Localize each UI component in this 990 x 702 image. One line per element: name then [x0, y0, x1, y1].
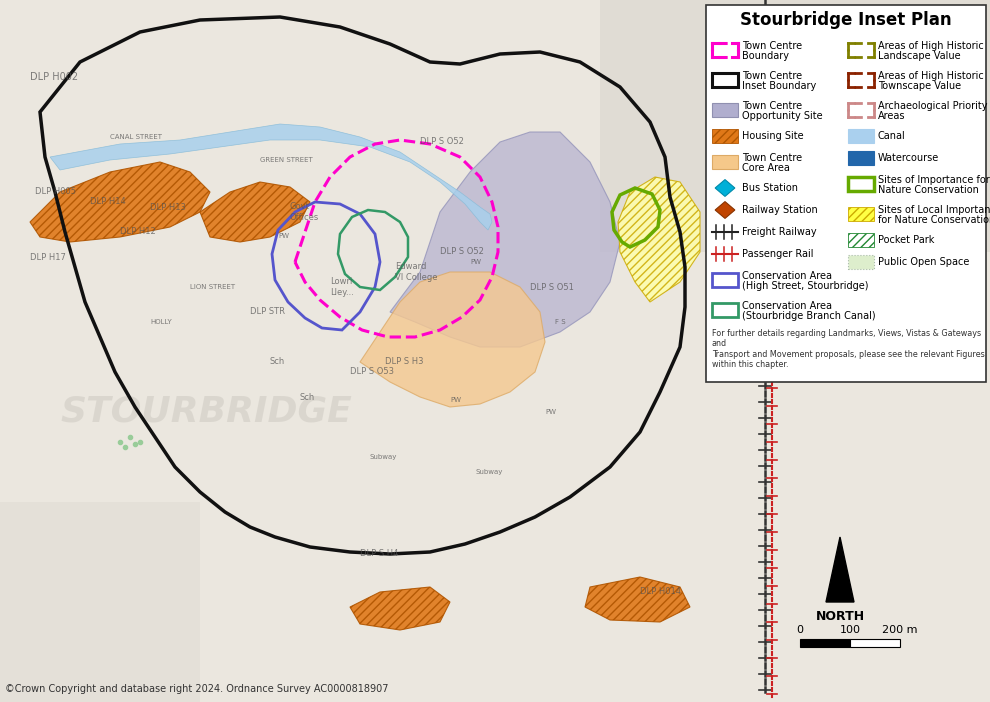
Text: CANAL STREET: CANAL STREET	[110, 134, 162, 140]
Text: 0: 0	[797, 625, 804, 635]
Text: Housing Site: Housing Site	[742, 131, 804, 141]
Text: Sch: Sch	[300, 392, 315, 402]
Text: DLP H002: DLP H002	[30, 72, 78, 82]
Text: Townscape Value: Townscape Value	[878, 81, 961, 91]
Polygon shape	[715, 180, 735, 197]
Text: Inset Boundary: Inset Boundary	[742, 81, 816, 91]
Text: Passenger Rail: Passenger Rail	[742, 249, 814, 259]
Text: DLP STR: DLP STR	[250, 307, 285, 317]
Text: Edward
VI College: Edward VI College	[395, 263, 438, 282]
Text: 100: 100	[840, 625, 860, 635]
Bar	[848, 151, 874, 165]
Bar	[712, 303, 738, 317]
Text: Subway: Subway	[475, 469, 502, 475]
Text: Canal: Canal	[878, 131, 906, 141]
Text: PW: PW	[470, 259, 481, 265]
Text: Pocket Park: Pocket Park	[878, 235, 935, 245]
Text: DLP S O51: DLP S O51	[530, 282, 574, 291]
Bar	[848, 177, 874, 191]
Text: GREEN STREET: GREEN STREET	[260, 157, 313, 163]
Text: PW: PW	[278, 233, 289, 239]
Polygon shape	[200, 182, 310, 242]
Bar	[712, 129, 738, 143]
Bar	[850, 639, 900, 647]
Text: DLP H13: DLP H13	[150, 202, 186, 211]
Bar	[706, 5, 986, 382]
Bar	[0, 502, 200, 702]
Text: Bus Station: Bus Station	[742, 183, 798, 193]
Text: Areas of High Historic: Areas of High Historic	[878, 41, 984, 51]
Bar	[712, 73, 738, 87]
Text: DLP S O53: DLP S O53	[350, 368, 394, 376]
Text: DLP H12: DLP H12	[120, 227, 155, 237]
Text: Core Area: Core Area	[742, 163, 790, 173]
Bar	[800, 639, 850, 647]
Text: Subway: Subway	[370, 454, 397, 460]
Bar	[848, 207, 874, 221]
Text: DLP S O52: DLP S O52	[440, 248, 484, 256]
Text: Public Open Space: Public Open Space	[878, 257, 969, 267]
Text: Sites of Local Importance: Sites of Local Importance	[878, 205, 990, 215]
Polygon shape	[30, 162, 210, 242]
Text: DLP H014: DLP H014	[640, 588, 681, 597]
Polygon shape	[360, 272, 545, 407]
Text: DLP H14: DLP H14	[90, 197, 126, 206]
Text: STOURBRIDGE: STOURBRIDGE	[60, 395, 351, 429]
Text: DLP S H4: DLP S H4	[360, 550, 398, 559]
Text: Areas of High Historic: Areas of High Historic	[878, 71, 984, 81]
Polygon shape	[350, 587, 450, 630]
Polygon shape	[826, 537, 854, 602]
Text: Railway Station: Railway Station	[742, 205, 818, 215]
Text: Town Centre: Town Centre	[742, 101, 802, 111]
Text: DLP S H3: DLP S H3	[385, 357, 424, 366]
Text: Boundary: Boundary	[742, 51, 789, 61]
Text: DLP H005: DLP H005	[35, 187, 76, 197]
Text: Sites of Importance for: Sites of Importance for	[878, 175, 990, 185]
Text: LION STREET: LION STREET	[190, 284, 236, 290]
Text: Nature Conservation: Nature Conservation	[878, 185, 979, 195]
Text: Conservation Area: Conservation Area	[742, 271, 832, 281]
Bar	[848, 233, 874, 247]
Text: ©Crown Copyright and database right 2024. Ordnance Survey AC0000818907: ©Crown Copyright and database right 2024…	[5, 684, 388, 694]
Bar	[600, 0, 990, 252]
Text: Freight Railway: Freight Railway	[742, 227, 817, 237]
Text: For further details regarding Landmarks, Views, Vistas & Gateways and
Transport : For further details regarding Landmarks,…	[712, 329, 985, 369]
Bar	[712, 103, 738, 117]
Text: PW: PW	[450, 397, 461, 403]
Text: PW: PW	[545, 409, 556, 415]
Text: Sch: Sch	[270, 357, 285, 366]
Text: Landscape Value: Landscape Value	[878, 51, 960, 61]
Text: Town Centre: Town Centre	[742, 153, 802, 163]
Text: Town Centre: Town Centre	[742, 41, 802, 51]
Text: (High Street, Stourbridge): (High Street, Stourbridge)	[742, 281, 868, 291]
Text: NORTH: NORTH	[816, 610, 864, 623]
Text: DLP S O52: DLP S O52	[420, 138, 464, 147]
Text: Stourbridge Inset Plan: Stourbridge Inset Plan	[741, 11, 951, 29]
Bar	[712, 273, 738, 287]
Polygon shape	[390, 132, 620, 347]
Text: Areas: Areas	[878, 111, 906, 121]
Polygon shape	[50, 124, 492, 230]
Polygon shape	[585, 577, 690, 622]
Text: Opportunity Site: Opportunity Site	[742, 111, 823, 121]
Text: Watercourse: Watercourse	[878, 153, 940, 163]
Bar	[848, 255, 874, 269]
Text: HOLLY: HOLLY	[150, 319, 171, 325]
Polygon shape	[806, 42, 845, 182]
Text: Conservation Area: Conservation Area	[742, 301, 832, 311]
Text: Lowri
Lley...: Lowri Lley...	[330, 277, 353, 297]
Text: Town Centre: Town Centre	[742, 71, 802, 81]
Polygon shape	[618, 177, 700, 302]
Text: Govt
Offices: Govt Offices	[290, 202, 319, 222]
Text: for Nature Conservation: for Nature Conservation	[878, 215, 990, 225]
Text: DLP H17: DLP H17	[30, 253, 66, 262]
Text: (Stourbridge Branch Canal): (Stourbridge Branch Canal)	[742, 311, 875, 321]
Bar	[848, 129, 874, 143]
Text: F S: F S	[555, 319, 565, 325]
Polygon shape	[715, 201, 735, 218]
Text: 200 m: 200 m	[882, 625, 918, 635]
Bar	[712, 155, 738, 169]
Text: Archaeological Priority: Archaeological Priority	[878, 101, 987, 111]
